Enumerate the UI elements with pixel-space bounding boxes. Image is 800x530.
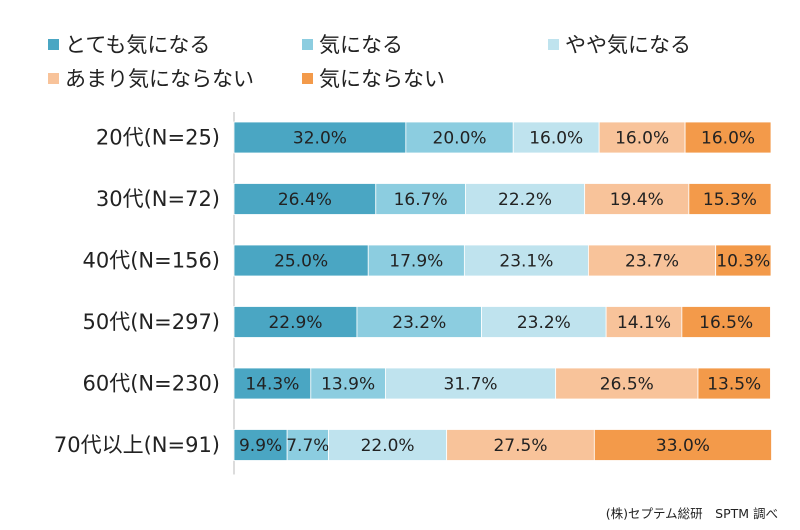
legend-label: やや気になる [565, 33, 691, 57]
category-label: 70代以上(N=91) [54, 433, 220, 457]
bar-segment [233, 121, 407, 154]
data-label: 9.9% [239, 436, 282, 456]
data-label: 20.0% [433, 129, 487, 149]
legend-label: 気にならない [319, 67, 445, 91]
bar-segment [684, 121, 772, 154]
legend-swatch [302, 38, 313, 50]
data-label: 16.5% [699, 313, 753, 333]
bar-segment [405, 121, 514, 154]
data-label: 33.0% [656, 436, 710, 456]
bar-segment [598, 121, 686, 154]
legend-item: やや気になる [548, 29, 691, 59]
bar-segment [715, 244, 772, 277]
legend-label: 気になる [319, 33, 403, 57]
data-label: 13.9% [321, 375, 375, 395]
data-label: 23.1% [499, 252, 553, 272]
bar-segment [697, 367, 771, 400]
bar-segment [584, 183, 690, 215]
legend-item: 気になる [302, 29, 403, 59]
legend-swatch [548, 38, 559, 50]
legend-swatch [302, 72, 313, 84]
bar-segment [233, 183, 377, 215]
data-label: 32.0% [293, 129, 347, 149]
data-label: 16.0% [529, 129, 583, 149]
legend-item: あまり気にならない [48, 63, 254, 93]
data-label: 15.3% [703, 190, 757, 210]
data-label: 7.7% [286, 436, 329, 456]
data-label: 10.3% [716, 252, 770, 272]
bar-segment [356, 306, 482, 338]
bar-segment [605, 306, 683, 338]
data-label: 14.3% [245, 375, 299, 395]
bar-segment [233, 429, 288, 461]
bar-segment [465, 183, 586, 215]
bar-segment [593, 429, 772, 461]
data-label: 13.5% [707, 375, 761, 395]
bar-segment [681, 306, 771, 338]
data-label: 19.4% [610, 190, 664, 210]
source-note: (株)セプテム総研 SPTM 調べ [605, 506, 778, 521]
legend-item: 気にならない [302, 63, 445, 93]
data-label: 23.7% [625, 252, 679, 272]
bar-segment [233, 306, 358, 338]
data-label: 26.4% [278, 190, 332, 210]
category-label: 50代(N=297) [83, 310, 221, 334]
bar-segment [555, 367, 699, 400]
data-label: 23.2% [392, 313, 446, 333]
bar-segment [688, 183, 772, 215]
bar-segment [310, 367, 386, 400]
bar-segment [463, 244, 589, 277]
data-label: 27.5% [493, 436, 547, 456]
data-label: 16.7% [394, 190, 448, 210]
data-label: 17.9% [389, 252, 443, 272]
data-label: 22.9% [268, 313, 322, 333]
bar-segment [385, 367, 557, 400]
bar-segment [446, 429, 595, 461]
bar-segment [512, 121, 600, 154]
data-label: 16.0% [615, 129, 669, 149]
category-label: 30代(N=72) [96, 187, 220, 211]
bar-segment [233, 367, 312, 400]
data-label: 23.2% [517, 313, 571, 333]
data-label: 14.1% [617, 313, 671, 333]
bar-segment [588, 244, 717, 277]
category-label: 40代(N=156) [83, 249, 221, 273]
category-label: 20代(N=25) [96, 126, 220, 150]
legend-swatch [48, 38, 59, 50]
bar-segment [233, 244, 369, 277]
data-label: 26.5% [600, 375, 654, 395]
legend-swatch [48, 72, 59, 84]
category-label: 60代(N=230) [83, 372, 221, 396]
data-label: 22.2% [498, 190, 552, 210]
data-label: 16.0% [701, 129, 755, 149]
data-label: 22.0% [361, 436, 415, 456]
legend-item: とても気になる [48, 29, 210, 59]
bar-segment [328, 429, 448, 461]
legend-label: あまり気にならない [65, 67, 254, 91]
legend-label: とても気になる [65, 33, 211, 57]
bar-segment [375, 183, 466, 215]
data-label: 25.0% [274, 252, 328, 272]
bar-segment [367, 244, 465, 277]
data-label: 31.7% [444, 375, 498, 395]
